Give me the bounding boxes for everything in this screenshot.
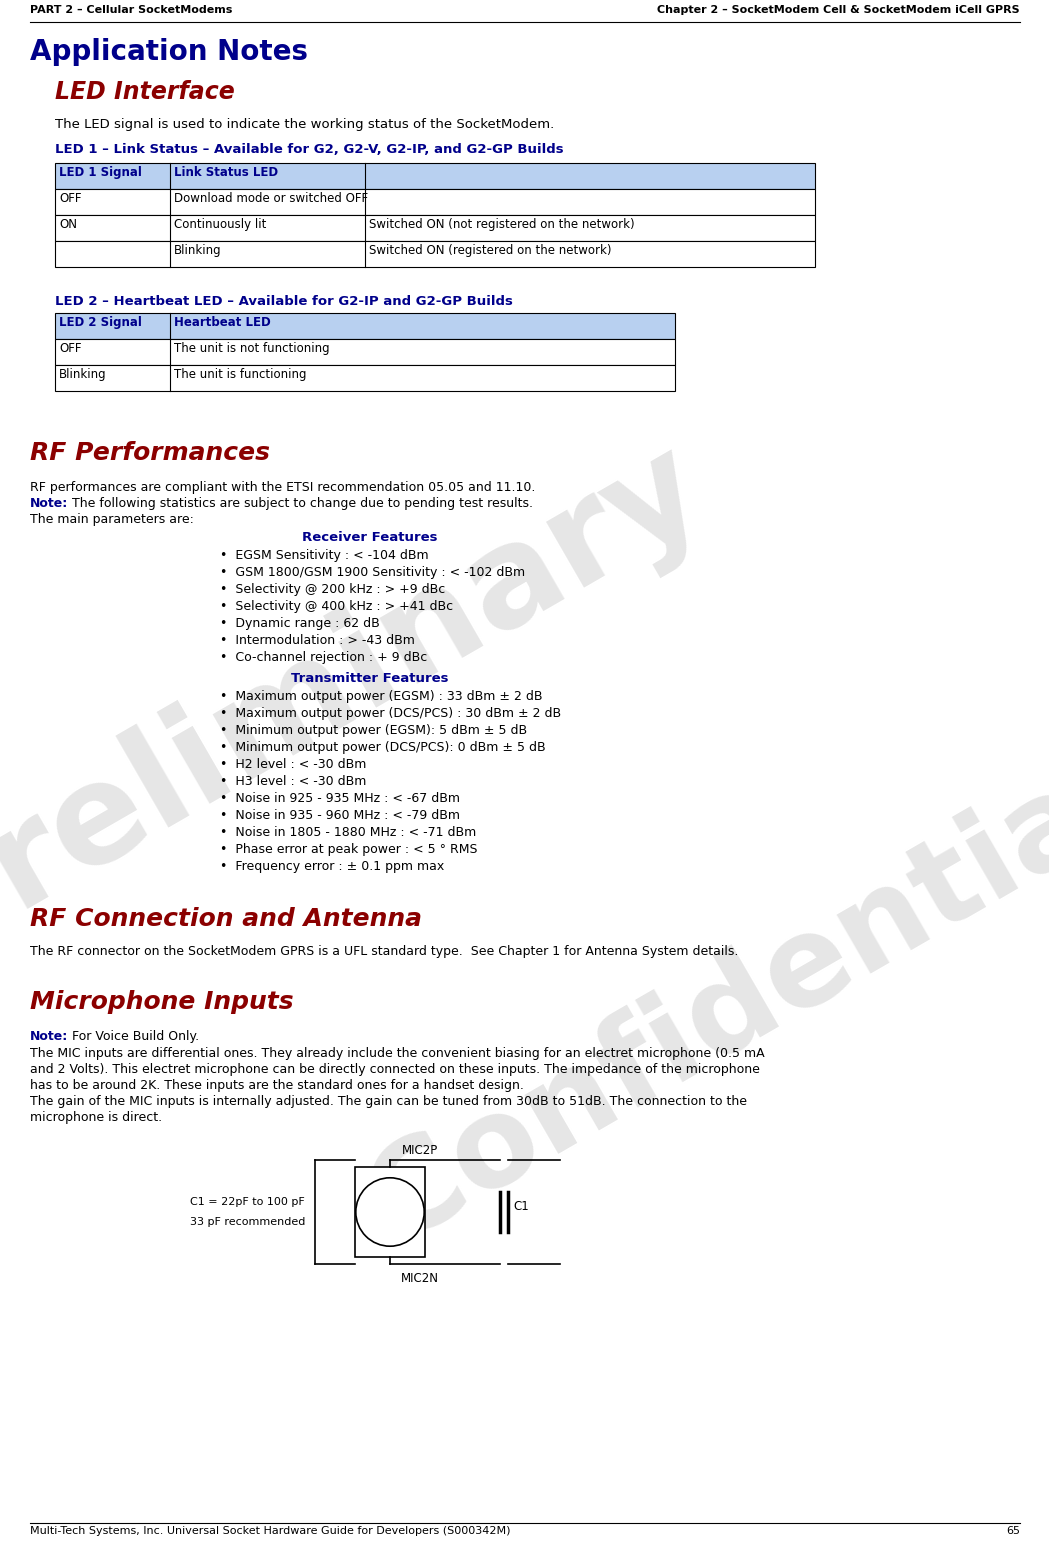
Text: •  GSM 1800/GSM 1900 Sensitivity : < -102 dBm: • GSM 1800/GSM 1900 Sensitivity : < -102…: [220, 566, 526, 579]
Text: microphone is direct.: microphone is direct.: [30, 1111, 163, 1123]
Text: Heartbeat LED: Heartbeat LED: [174, 316, 271, 328]
Text: Note:: Note:: [30, 1029, 68, 1043]
Text: Transmitter Features: Transmitter Features: [292, 672, 449, 686]
Text: Blinking: Blinking: [59, 368, 107, 381]
Text: Confidential: Confidential: [348, 734, 1049, 1267]
Bar: [55, 240, 815, 267]
Text: RF performances are compliant with the ETSI recommendation 05.05 and 11.10.: RF performances are compliant with the E…: [30, 481, 535, 495]
Text: C1: C1: [513, 1200, 529, 1213]
Text: Switched ON (not registered on the network): Switched ON (not registered on the netwo…: [369, 217, 635, 231]
Text: •  Selectivity @ 400 kHz : > +41 dBc: • Selectivity @ 400 kHz : > +41 dBc: [220, 599, 453, 613]
Text: •  Noise in 935 - 960 MHz : < -79 dBm: • Noise in 935 - 960 MHz : < -79 dBm: [220, 809, 461, 821]
Bar: [55, 313, 675, 339]
Text: LED Interface: LED Interface: [55, 80, 235, 103]
Text: has to be around 2K. These inputs are the standard ones for a handset design.: has to be around 2K. These inputs are th…: [30, 1079, 523, 1093]
Text: LED 1 – Link Status – Available for G2, G2-V, G2-IP, and G2-GP Builds: LED 1 – Link Status – Available for G2, …: [55, 143, 563, 156]
Text: 65: 65: [1006, 1526, 1020, 1536]
Text: •  Noise in 1805 - 1880 MHz : < -71 dBm: • Noise in 1805 - 1880 MHz : < -71 dBm: [220, 826, 476, 838]
Text: RF Performances: RF Performances: [30, 441, 270, 465]
Text: •  Minimum output power (DCS/PCS): 0 dBm ± 5 dB: • Minimum output power (DCS/PCS): 0 dBm …: [220, 741, 545, 754]
Text: The LED signal is used to indicate the working status of the SocketModem.: The LED signal is used to indicate the w…: [55, 119, 554, 131]
Text: C1 = 22pF to 100 pF: C1 = 22pF to 100 pF: [190, 1197, 305, 1207]
Text: Blinking: Blinking: [174, 243, 221, 257]
Text: Microphone Inputs: Microphone Inputs: [30, 989, 294, 1014]
Text: For Voice Build Only.: For Voice Build Only.: [68, 1029, 199, 1043]
Text: Note:: Note:: [30, 498, 68, 510]
Text: •  Co-channel rejection : + 9 dBc: • Co-channel rejection : + 9 dBc: [220, 650, 427, 664]
Text: •  Maximum output power (EGSM) : 33 dBm ± 2 dB: • Maximum output power (EGSM) : 33 dBm ±…: [220, 690, 542, 703]
Text: Continuously lit: Continuously lit: [174, 217, 266, 231]
Text: The unit is functioning: The unit is functioning: [174, 368, 306, 381]
Text: PART 2 – Cellular SocketModems: PART 2 – Cellular SocketModems: [30, 5, 233, 15]
Text: Preliminary: Preliminary: [0, 415, 725, 985]
Text: •  Phase error at peak power : < 5 ° RMS: • Phase error at peak power : < 5 ° RMS: [220, 843, 477, 855]
Text: •  Noise in 925 - 935 MHz : < -67 dBm: • Noise in 925 - 935 MHz : < -67 dBm: [220, 792, 461, 804]
Bar: [55, 216, 815, 240]
Bar: [355, 1167, 425, 1257]
Text: RF Connection and Antenna: RF Connection and Antenna: [30, 908, 422, 931]
Text: ON: ON: [59, 217, 77, 231]
Text: Link Status LED: Link Status LED: [174, 166, 278, 179]
Text: Receiver Features: Receiver Features: [302, 532, 437, 544]
Text: LED 2 Signal: LED 2 Signal: [59, 316, 142, 328]
Text: Chapter 2 – SocketModem Cell & SocketModem iCell GPRS: Chapter 2 – SocketModem Cell & SocketMod…: [658, 5, 1020, 15]
Text: The gain of the MIC inputs is internally adjusted. The gain can be tuned from 30: The gain of the MIC inputs is internally…: [30, 1096, 747, 1108]
Text: •  Dynamic range : 62 dB: • Dynamic range : 62 dB: [220, 616, 380, 630]
Bar: [55, 339, 675, 365]
Text: and 2 Volts). This electret microphone can be directly connected on these inputs: and 2 Volts). This electret microphone c…: [30, 1063, 759, 1076]
Text: The following statistics are subject to change due to pending test results.: The following statistics are subject to …: [68, 498, 533, 510]
Text: MIC2P: MIC2P: [402, 1143, 438, 1157]
Text: OFF: OFF: [59, 193, 82, 205]
Text: OFF: OFF: [59, 342, 82, 354]
Text: The main parameters are:: The main parameters are:: [30, 513, 194, 525]
Text: Application Notes: Application Notes: [30, 39, 308, 66]
Text: •  Intermodulation : > -43 dBm: • Intermodulation : > -43 dBm: [220, 633, 414, 647]
Bar: [55, 163, 815, 190]
Text: 33 pF recommended: 33 pF recommended: [190, 1217, 305, 1227]
Text: Download mode or switched OFF: Download mode or switched OFF: [174, 193, 368, 205]
Text: MIC2N: MIC2N: [401, 1271, 438, 1285]
Text: LED 2 – Heartbeat LED – Available for G2-IP and G2-GP Builds: LED 2 – Heartbeat LED – Available for G2…: [55, 294, 513, 308]
Text: •  H2 level : < -30 dBm: • H2 level : < -30 dBm: [220, 758, 366, 770]
Text: The MIC inputs are differential ones. They already include the convenient biasin: The MIC inputs are differential ones. Th…: [30, 1046, 765, 1060]
Text: LED 1 Signal: LED 1 Signal: [59, 166, 142, 179]
Text: Multi-Tech Systems, Inc. Universal Socket Hardware Guide for Developers (S000342: Multi-Tech Systems, Inc. Universal Socke…: [30, 1526, 511, 1536]
Text: •  EGSM Sensitivity : < -104 dBm: • EGSM Sensitivity : < -104 dBm: [220, 549, 429, 562]
Text: •  H3 level : < -30 dBm: • H3 level : < -30 dBm: [220, 775, 366, 787]
Text: •  Maximum output power (DCS/PCS) : 30 dBm ± 2 dB: • Maximum output power (DCS/PCS) : 30 dB…: [220, 707, 561, 720]
Bar: [55, 190, 815, 216]
Text: •  Minimum output power (EGSM): 5 dBm ± 5 dB: • Minimum output power (EGSM): 5 dBm ± 5…: [220, 724, 528, 737]
Text: The unit is not functioning: The unit is not functioning: [174, 342, 329, 354]
Text: Switched ON (registered on the network): Switched ON (registered on the network): [369, 243, 612, 257]
Text: •  Frequency error : ± 0.1 ppm max: • Frequency error : ± 0.1 ppm max: [220, 860, 444, 874]
Text: The RF connector on the SocketModem GPRS is a UFL standard type.  See Chapter 1 : The RF connector on the SocketModem GPRS…: [30, 945, 738, 959]
Text: •  Selectivity @ 200 kHz : > +9 dBc: • Selectivity @ 200 kHz : > +9 dBc: [220, 582, 445, 596]
Bar: [55, 365, 675, 391]
